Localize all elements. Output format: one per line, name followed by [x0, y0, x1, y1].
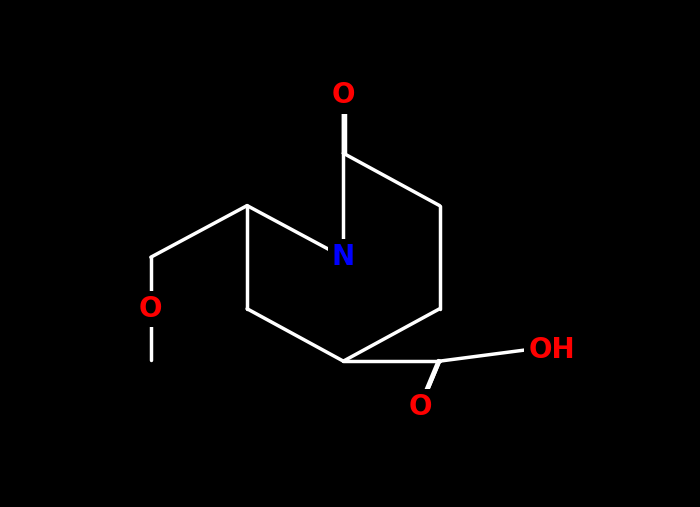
Text: OH: OH	[528, 336, 575, 364]
Text: N: N	[332, 243, 355, 271]
Text: O: O	[332, 82, 355, 110]
Text: O: O	[139, 295, 162, 323]
Text: O: O	[409, 393, 432, 421]
